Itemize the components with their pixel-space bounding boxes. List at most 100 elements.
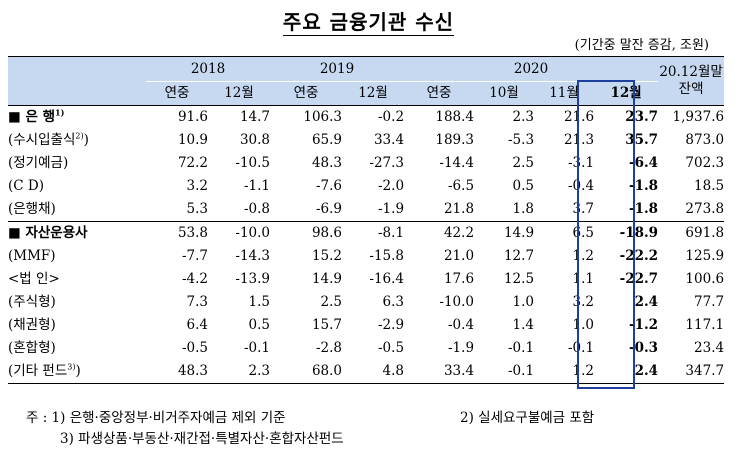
cell: -6.5 bbox=[448, 178, 475, 194]
cell: 98.6 bbox=[270, 221, 343, 245]
cell: 21.3 bbox=[563, 132, 595, 148]
cell: 1.2 bbox=[534, 360, 595, 384]
cell: 3.7 bbox=[572, 201, 595, 217]
cell: 18.5 bbox=[694, 178, 725, 194]
cell: 17.6 bbox=[443, 271, 475, 287]
cell: -8.1 bbox=[342, 221, 405, 245]
header-sub: 연중 bbox=[404, 81, 475, 106]
row-label: (수시입출식2)) bbox=[8, 131, 89, 148]
cell: 33.4 bbox=[404, 360, 475, 384]
cell: -0.1 bbox=[508, 340, 535, 356]
cell: 42.2 bbox=[404, 221, 475, 245]
row-label: (MMF) bbox=[8, 248, 56, 264]
footnote-3: 3) 파생상품·부동산·재간접·특별자산·혼합자산펀드 bbox=[60, 431, 344, 447]
cell: -1.9 bbox=[378, 201, 405, 217]
cell: 6.5 bbox=[534, 221, 595, 245]
table-row: (주식형) 7.3 1.5 2.5 6.3 -10.0 1.0 3.2 2.4 77.7 bbox=[8, 291, 724, 314]
cell: 1.8 bbox=[512, 201, 535, 217]
cell: -0.5 bbox=[378, 340, 405, 356]
cell: 30.8 bbox=[239, 132, 271, 148]
header-sub: 연중 bbox=[270, 81, 343, 106]
cell: 6.3 bbox=[382, 294, 405, 310]
table-row: ■ 자산운용사 53.8 -10.0 98.6 -8.1 42.2 14.9 6.5 -18.9… bbox=[8, 221, 725, 245]
cell: 3.2 bbox=[572, 294, 595, 310]
cell: -0.4 bbox=[568, 178, 595, 194]
cell: 873.0 bbox=[685, 132, 725, 148]
cell: 347.7 bbox=[658, 360, 725, 384]
cell: -15.8 bbox=[369, 248, 405, 264]
cell: -0.5 bbox=[181, 340, 208, 356]
row-label: (기타 펀드3)) bbox=[8, 360, 146, 384]
cell-highlighted: -22.2 bbox=[619, 248, 659, 264]
cell-highlighted: -0.3 bbox=[628, 340, 659, 356]
cell: 77.7 bbox=[694, 294, 725, 310]
cell: 691.8 bbox=[658, 221, 725, 245]
header-sub: 12월 bbox=[208, 81, 271, 106]
header-year-2020: 2020 bbox=[404, 56, 659, 82]
cell: 48.3 bbox=[311, 155, 343, 171]
table-row: (수시입출식2)) 10.9 30.8 65.9 33.4 189.3 -5.3 21.3 35… bbox=[8, 129, 724, 152]
header-balance: 20.12월말 잔액 bbox=[658, 56, 725, 106]
cell-highlighted: -6.4 bbox=[628, 155, 659, 171]
header-corner bbox=[8, 56, 146, 106]
cell: 1.0 bbox=[572, 317, 595, 333]
footnote-1: 주 : 1) 은행·중앙정부·비거주자예금 제외 기준 bbox=[26, 410, 286, 426]
cell: 2.3 bbox=[512, 109, 535, 125]
cell: 15.2 bbox=[311, 248, 343, 264]
table-body: ■ 은 행1) 91.6 14.7 106.3 -0.2 188.4 2.3 21.6 23.7… bbox=[8, 106, 725, 384]
cell: 1.2 bbox=[572, 248, 595, 264]
cell: 6.4 bbox=[186, 317, 208, 333]
cell: 2.5 bbox=[320, 294, 343, 310]
cell: -2.9 bbox=[378, 317, 405, 333]
cell: 53.8 bbox=[146, 221, 208, 245]
deposits-table: 2018 2019 2020 20.12월말 잔액 연중 12월 연중 12월 연… bbox=[8, 56, 725, 384]
cell: 21.8 bbox=[443, 201, 475, 217]
cell: 14.7 bbox=[239, 109, 271, 125]
cell: 21.6 bbox=[563, 109, 595, 125]
cell: 702.3 bbox=[685, 155, 725, 171]
table-row: ■ 은 행1) 91.6 14.7 106.3 -0.2 188.4 2.3 21.6 23.7… bbox=[8, 106, 724, 130]
cell: 100.6 bbox=[685, 271, 725, 287]
cell: 2.3 bbox=[208, 360, 271, 384]
cell: 2.5 bbox=[512, 155, 535, 171]
cell: 68.0 bbox=[270, 360, 343, 384]
cell: 91.6 bbox=[177, 109, 208, 125]
cell: 48.3 bbox=[146, 360, 208, 384]
table-row: (혼합형) -0.5 -0.1 -2.8 -0.5 -1.9 -0.1 -0.1 -0.3 23.… bbox=[8, 337, 724, 360]
cell: 1.0 bbox=[512, 294, 535, 310]
cell: 65.9 bbox=[311, 132, 343, 148]
cell-highlighted: -22.7 bbox=[619, 271, 659, 287]
row-label: (혼합형) bbox=[8, 340, 56, 356]
cell: 4.8 bbox=[342, 360, 405, 384]
cell: 10.9 bbox=[177, 132, 208, 148]
cell: 14.9 bbox=[311, 271, 343, 287]
cell-highlighted: 2.4 bbox=[594, 360, 659, 384]
cell: -14.3 bbox=[235, 248, 271, 264]
cell: 5.3 bbox=[186, 201, 208, 217]
header-sub: 연중 bbox=[146, 81, 208, 106]
row-label: (정기예금) bbox=[8, 155, 69, 171]
cell: -27.3 bbox=[369, 155, 405, 171]
cell: -10.0 bbox=[208, 221, 271, 245]
cell-highlighted: -1.8 bbox=[628, 178, 659, 194]
row-label: (주식형) bbox=[8, 294, 56, 310]
cell: -7.6 bbox=[315, 178, 343, 194]
cell-highlighted: -1.8 bbox=[628, 201, 659, 217]
cell: -3.1 bbox=[568, 155, 595, 171]
cell-highlighted: -18.9 bbox=[594, 221, 659, 245]
cell: 1,937.6 bbox=[672, 109, 725, 125]
cell: -7.7 bbox=[181, 248, 208, 264]
table-row: (정기예금) 72.2 -10.5 48.3 -27.3 -14.4 2.5 -3.1 -6.4… bbox=[8, 152, 724, 175]
cell: 1.1 bbox=[572, 271, 595, 287]
table-row: (MMF) -7.7 -14.3 15.2 -15.8 21.0 12.7 1.2 -22.2 1… bbox=[8, 245, 724, 268]
cell: 33.4 bbox=[373, 132, 405, 148]
cell: -0.8 bbox=[243, 201, 271, 217]
cell-highlighted: 23.7 bbox=[625, 109, 659, 125]
cell: -1.9 bbox=[448, 340, 475, 356]
header-year-2019: 2019 bbox=[270, 56, 405, 82]
cell: 15.7 bbox=[311, 317, 343, 333]
cell: 188.4 bbox=[435, 109, 475, 125]
header-sub: 11월 bbox=[534, 81, 595, 106]
cell: 3.2 bbox=[186, 178, 208, 194]
footnotes: 주 : 1) 은행·중앙정부·비거주자예금 제외 기준 2) 실세요구불예금 포… bbox=[26, 408, 594, 450]
